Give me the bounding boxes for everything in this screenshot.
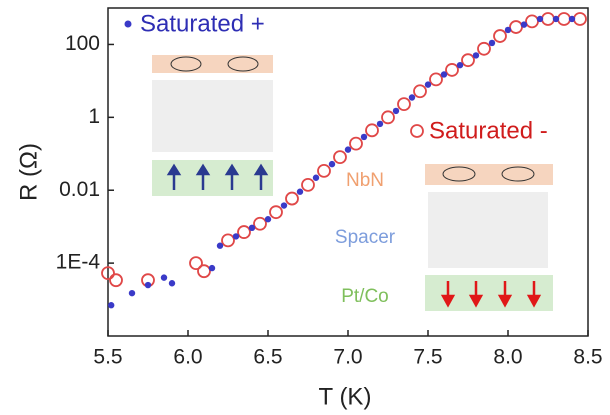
spin-pair [501, 166, 535, 182]
legend-marker [410, 124, 424, 138]
data-point [328, 160, 336, 168]
spin-pair [442, 166, 476, 182]
data-point [296, 188, 304, 195]
data-point [253, 216, 267, 231]
data-point [520, 21, 528, 28]
data-point [360, 133, 368, 141]
data-point [424, 81, 432, 88]
ptco-layer [152, 160, 273, 196]
data-point [381, 110, 395, 125]
spacer-layer [152, 80, 273, 152]
data-point [440, 71, 448, 78]
spin-pair [170, 56, 202, 72]
data-point [493, 29, 507, 43]
y-tick-label: 1 [88, 105, 100, 128]
x-tick-label: 6.5 [253, 346, 282, 369]
nbn-layer [152, 55, 273, 73]
x-tick-label: 7.5 [413, 346, 442, 369]
spin-pair [227, 56, 259, 72]
data-point [248, 224, 256, 232]
y-axis-label: R (Ω) [15, 143, 42, 201]
data-point [536, 15, 544, 23]
inset-left [152, 55, 273, 196]
data-point [109, 273, 123, 288]
data-point [349, 136, 363, 151]
data-point [285, 191, 299, 206]
x-tick-label: 6.0 [173, 346, 202, 369]
data-point [221, 233, 235, 248]
data-point [264, 216, 272, 223]
data-point [504, 26, 512, 34]
data-point [144, 281, 152, 289]
data-point [189, 256, 203, 271]
y-tick-label: 0.01 [59, 178, 100, 201]
inset-right [425, 164, 553, 311]
data-point [269, 205, 283, 220]
data-point [168, 280, 176, 287]
x-tick-label: 5.5 [93, 346, 122, 369]
data-point [413, 84, 427, 99]
data-point [280, 202, 288, 209]
legend-marker [124, 20, 132, 28]
data-point [408, 94, 416, 101]
data-point [477, 41, 491, 56]
legend-label: Saturated + [140, 10, 265, 37]
data-point [333, 150, 347, 165]
x-tick-label: 8.5 [573, 346, 602, 369]
data-point [552, 15, 560, 23]
data-point [237, 225, 251, 239]
data-point [456, 61, 464, 69]
data-point [397, 97, 411, 112]
y-tick-label: 100 [65, 32, 100, 55]
data-point [128, 289, 136, 297]
nbn-layer [425, 164, 553, 185]
data-point [392, 107, 400, 115]
data-point [108, 302, 115, 309]
data-point [344, 146, 352, 153]
up-arrows [166, 163, 269, 190]
spacer-layer [428, 192, 548, 268]
data-point [301, 177, 315, 192]
data-point [429, 72, 443, 87]
data-point [488, 39, 496, 47]
legend-label: Saturated - [429, 117, 548, 144]
data-point [557, 12, 571, 26]
data-point [101, 266, 115, 281]
data-point [216, 242, 224, 249]
data-point [232, 233, 240, 240]
x-axis-label: T (K) [319, 383, 372, 410]
data-point [208, 264, 216, 272]
x-tick-label: 8.0 [493, 346, 522, 369]
data-point [525, 14, 539, 29]
down-arrows [440, 281, 542, 308]
data-point [376, 120, 384, 128]
x-tick-label: 7.0 [333, 346, 362, 369]
annotation: NbN [346, 170, 384, 191]
data-point [160, 274, 168, 281]
data-point [541, 12, 555, 26]
data-point [568, 15, 576, 23]
data-point [312, 174, 320, 181]
data-point [461, 53, 475, 68]
data-point [573, 12, 587, 26]
data-point [317, 163, 331, 178]
ptco-layer [425, 275, 553, 311]
annotation: Pt/Co [341, 286, 389, 307]
data-point [472, 52, 480, 59]
annotation: Spacer [335, 227, 396, 248]
data-point [197, 264, 211, 279]
y-tick-label: 1E-4 [56, 251, 101, 274]
data-point [365, 123, 379, 138]
data-point [445, 63, 459, 77]
data-point [509, 20, 523, 34]
